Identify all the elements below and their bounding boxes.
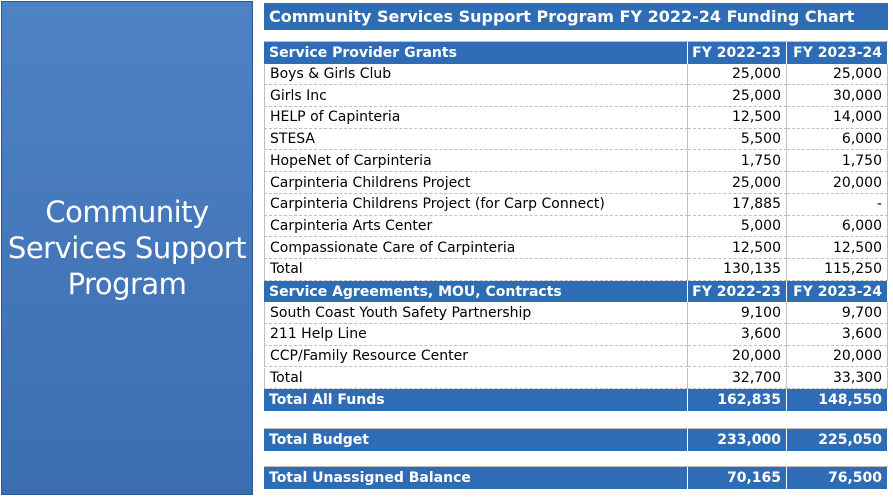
amount-cell: 33,300: [787, 367, 888, 390]
amount-cell: FY 2022-23: [688, 42, 787, 64]
amount-cell: -: [787, 193, 888, 216]
title-text: Community Services Support Program FY 20…: [269, 7, 855, 26]
amount-cell: 148,550: [787, 389, 888, 412]
row-label: Compassionate Care of Carpinteria: [264, 237, 688, 259]
table-row: Carpinteria Arts Center 5,000 6,000: [264, 215, 888, 238]
table-row: Total 130,135 115,250: [264, 259, 888, 281]
row-label: Carpinteria Childrens Project (for Carp …: [264, 193, 688, 216]
amount-cell: FY 2022-23: [688, 280, 787, 303]
summary-row: Total All Funds 162,835 148,550: [264, 389, 888, 412]
row-label: Total Unassigned Balance: [264, 467, 688, 490]
section-header: Service Provider Grants FY 2022-23 FY 2023…: [264, 42, 888, 64]
table-title: Community Services Support Program FY 20…: [264, 3, 888, 30]
amount-cell: 76,500: [787, 467, 888, 490]
table-row: South Coast Youth Safety Partnership 9,10…: [264, 302, 888, 325]
side-panel: Community Services Support Program: [1, 1, 253, 495]
panel-line: Program: [67, 267, 187, 301]
amount-cell: 25,000: [787, 63, 888, 86]
table-row: CCP/Family Resource Center 20,000 20,000: [264, 345, 888, 368]
amount-cell: 25,000: [688, 63, 787, 86]
row-label: 211 Help Line: [264, 324, 688, 346]
row-label: HopeNet of Carpinteria: [264, 150, 688, 173]
amount-cell: 9,700: [787, 302, 888, 325]
spacer: [264, 411, 888, 430]
amount-cell: 115,250: [787, 259, 888, 281]
row-label: Service Agreements, MOU, Contracts: [264, 280, 688, 303]
amount-cell: 25,000: [688, 172, 787, 194]
row-label: Carpinteria Arts Center: [264, 215, 688, 238]
table-row: Boys & Girls Club 25,000 25,000: [264, 63, 888, 86]
summary-row: Total Budget 233,000 225,050: [264, 429, 888, 452]
row-label: STESA: [264, 128, 688, 151]
row-label: HELP of Capinteria: [264, 107, 688, 129]
row-label: Total: [264, 259, 688, 281]
amount-cell: FY 2023-24: [787, 42, 888, 64]
row-label: Total: [264, 367, 688, 390]
amount-cell: 9,100: [688, 302, 787, 325]
table-row: Carpinteria Childrens Project (for Carp …: [264, 193, 888, 216]
amount-cell: 233,000: [688, 429, 787, 452]
table-row: Girls Inc 25,000 30,000: [264, 85, 888, 108]
amount-cell: 3,600: [688, 324, 787, 346]
amount-cell: 25,000: [688, 85, 787, 108]
amount-cell: 30,000: [787, 85, 888, 108]
row-label: South Coast Youth Safety Partnership: [264, 302, 688, 325]
amount-cell: 12,500: [787, 237, 888, 259]
summary-row: Total Unassigned Balance 70,165 76,500: [264, 467, 888, 490]
table-row: STESA 5,500 6,000: [264, 128, 888, 151]
amount-cell: 70,165: [688, 467, 787, 490]
amount-cell: 3,600: [787, 324, 888, 346]
amount-cell: 32,700: [688, 367, 787, 390]
amount-cell: 162,835: [688, 389, 787, 412]
amount-cell: 6,000: [787, 128, 888, 151]
amount-cell: 20,000: [787, 345, 888, 368]
amount-cell: 1,750: [688, 150, 787, 173]
amount-cell: 130,135: [688, 259, 787, 281]
amount-cell: 6,000: [787, 215, 888, 238]
amount-cell: 20,000: [787, 172, 888, 194]
row-label: Total All Funds: [264, 389, 688, 412]
row-label: Total Budget: [264, 429, 688, 452]
amount-cell: FY 2023-24: [787, 280, 888, 303]
row-label: Boys & Girls Club: [264, 63, 688, 86]
table-row: Total 32,700 33,300: [264, 367, 888, 390]
row-label: Girls Inc: [264, 85, 688, 108]
spacer: [264, 30, 888, 42]
row-label: Service Provider Grants: [264, 42, 688, 64]
spacer: [264, 451, 888, 468]
table-row: Compassionate Care of Carpinteria 12,500 1…: [264, 237, 888, 259]
amount-cell: 225,050: [787, 429, 888, 452]
table-row: 211 Help Line 3,600 3,600: [264, 324, 888, 346]
amount-cell: 12,500: [688, 237, 787, 259]
amount-cell: 14,000: [787, 107, 888, 129]
section-header: Service Agreements, MOU, Contracts FY 202…: [264, 280, 888, 303]
panel-line: Community: [45, 195, 209, 229]
table-row: HopeNet of Carpinteria 1,750 1,750: [264, 150, 888, 173]
amount-cell: 17,885: [688, 193, 787, 216]
amount-cell: 5,000: [688, 215, 787, 238]
amount-cell: 12,500: [688, 107, 787, 129]
amount-cell: 20,000: [688, 345, 787, 368]
amount-cell: 1,750: [787, 150, 888, 173]
panel-line: Services Support: [7, 231, 247, 265]
row-label: Carpinteria Childrens Project: [264, 172, 688, 194]
table-row: HELP of Capinteria 12,500 14,000: [264, 107, 888, 129]
table-row: Carpinteria Childrens Project 25,000 20,00…: [264, 172, 888, 194]
row-label: CCP/Family Resource Center: [264, 345, 688, 368]
amount-cell: 5,500: [688, 128, 787, 151]
